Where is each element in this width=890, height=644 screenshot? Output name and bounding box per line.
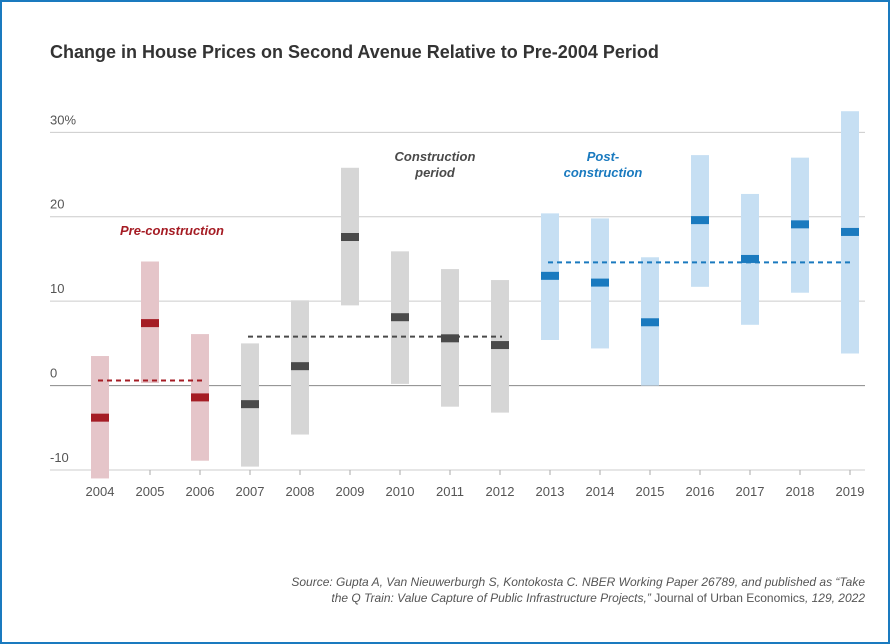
y-tick-label: -10 xyxy=(50,450,69,465)
x-tick-label: 2019 xyxy=(836,484,865,499)
x-tick-label: 2013 xyxy=(536,484,565,499)
x-tick-label: 2012 xyxy=(486,484,515,499)
source-journal: Journal of Urban Economics xyxy=(654,591,805,605)
estimate xyxy=(341,233,359,242)
estimate xyxy=(291,362,309,371)
period-label: Construction xyxy=(395,149,476,164)
source-part: , 129, 2022 xyxy=(805,591,865,605)
estimate xyxy=(191,393,209,402)
x-tick-label: 2004 xyxy=(86,484,115,499)
y-tick-label: 10 xyxy=(50,281,64,296)
estimate xyxy=(141,319,159,328)
source-part: the Q Train: Value Capture of Public Inf… xyxy=(331,591,654,605)
x-tick-label: 2006 xyxy=(186,484,215,499)
period-label: Post- xyxy=(587,149,620,164)
period-label: construction xyxy=(564,165,643,180)
estimate xyxy=(741,254,759,263)
estimate xyxy=(91,413,109,422)
estimate xyxy=(791,220,809,229)
x-tick-label: 2007 xyxy=(236,484,265,499)
estimate xyxy=(591,278,609,287)
estimate xyxy=(241,400,259,409)
y-tick-label: 0 xyxy=(50,366,57,381)
period-label: period xyxy=(414,165,456,180)
estimate xyxy=(441,334,459,343)
estimate xyxy=(641,318,659,327)
source-line-1: Source: Gupta A, Van Nieuwerburgh S, Kon… xyxy=(291,575,865,589)
estimate xyxy=(541,271,559,280)
estimate xyxy=(841,227,859,236)
x-tick-label: 2017 xyxy=(736,484,765,499)
estimate xyxy=(491,341,509,350)
y-tick-label: 30% xyxy=(50,112,76,127)
x-tick-label: 2005 xyxy=(136,484,165,499)
estimate xyxy=(391,313,409,322)
x-tick-label: 2015 xyxy=(636,484,665,499)
x-tick-label: 2008 xyxy=(286,484,315,499)
x-tick-label: 2011 xyxy=(436,484,464,499)
y-tick-label: 20 xyxy=(50,197,64,212)
estimate xyxy=(691,216,709,225)
x-tick-label: 2014 xyxy=(586,484,615,499)
period-label: Pre-construction xyxy=(120,223,224,238)
chart-title: Change in House Prices on Second Avenue … xyxy=(50,42,659,62)
x-tick-label: 2009 xyxy=(336,484,365,499)
x-tick-label: 2018 xyxy=(786,484,815,499)
source-line-2: the Q Train: Value Capture of Public Inf… xyxy=(331,591,865,605)
x-tick-label: 2016 xyxy=(686,484,715,499)
x-tick-label: 2010 xyxy=(386,484,415,499)
